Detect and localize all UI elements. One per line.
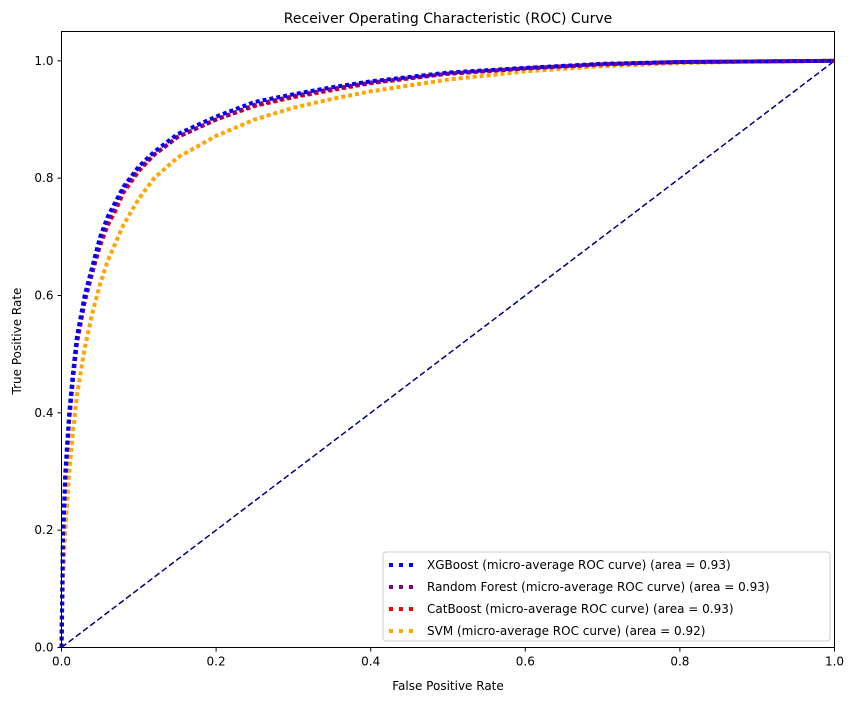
y-tick-label: 0.8 <box>34 171 53 185</box>
x-axis-label: False Positive Rate <box>392 679 504 693</box>
x-tick-label: 1.0 <box>825 655 844 669</box>
legend-label: CatBoost (micro-average ROC curve) (area… <box>427 602 734 616</box>
y-tick-label: 0.6 <box>34 289 53 303</box>
y-axis-label: True Positive Rate <box>10 288 24 396</box>
plot-area <box>59 58 835 649</box>
x-tick-label: 0.0 <box>52 655 71 669</box>
legend-label: Random Forest (micro-average ROC curve) … <box>427 580 770 594</box>
y-tick-label: 1.0 <box>34 54 53 68</box>
x-tick-label: 0.8 <box>670 655 689 669</box>
axis-ticks: 0.0 0.2 0.4 0.6 0.8 1.0 0.0 0.2 0.4 0.6 0.8 1.0 <box>34 54 844 669</box>
legend: XGBoost (micro-average ROC curve) (area … <box>382 551 831 642</box>
x-tick-label: 0.2 <box>207 655 226 669</box>
chart-title: Receiver Operating Characteristic (ROC) … <box>284 11 613 27</box>
y-tick-label: 0.4 <box>34 406 53 420</box>
y-tick-label: 0.2 <box>34 523 53 537</box>
y-tick-label: 0.0 <box>34 641 53 655</box>
x-tick-label: 0.6 <box>516 655 535 669</box>
legend-box <box>382 551 831 642</box>
legend-label: XGBoost (micro-average ROC curve) (area … <box>427 558 731 572</box>
roc-curve-series <box>59 58 835 648</box>
legend-label: SVM (micro-average ROC curve) (area = 0.… <box>427 624 705 638</box>
x-tick-label: 0.4 <box>361 655 380 669</box>
plot-frame <box>61 31 835 648</box>
